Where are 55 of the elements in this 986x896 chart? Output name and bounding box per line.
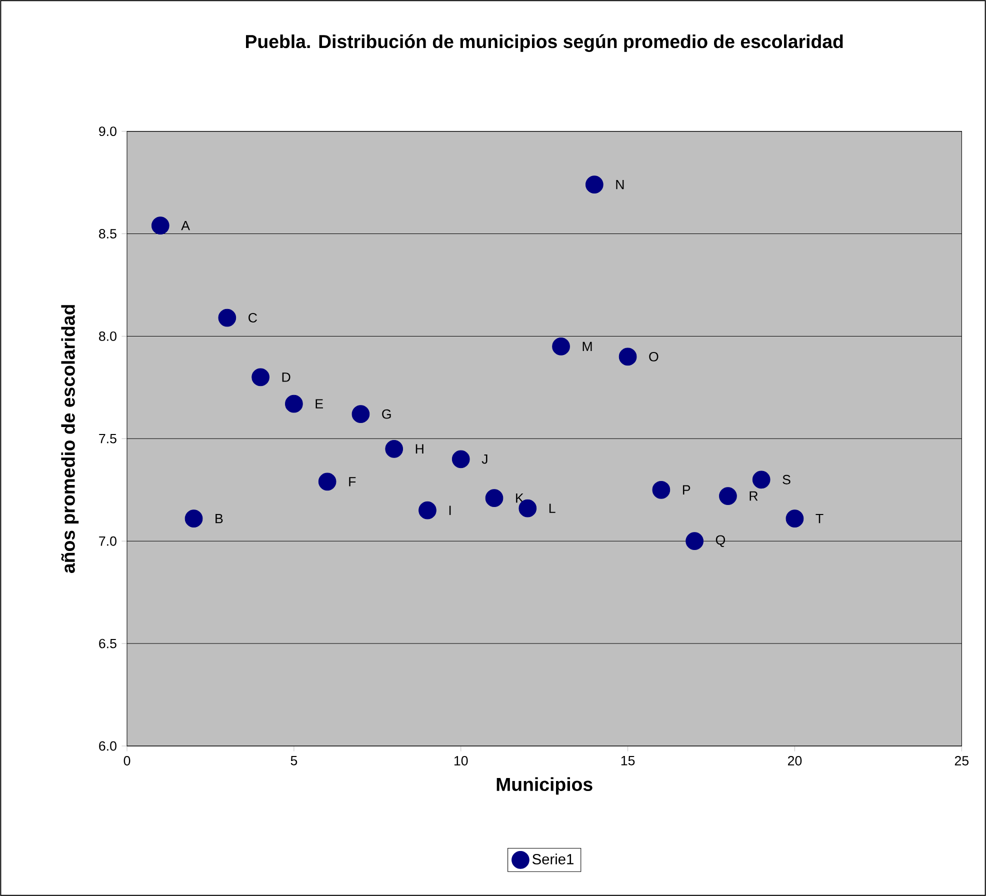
point [752,470,770,489]
point [151,216,170,235]
annotation: D [282,372,290,382]
point [652,480,670,499]
y-tick-label: 8.5 [99,229,116,238]
point [686,532,704,550]
annotation: F [349,477,356,486]
point [252,368,270,386]
annotation: I [449,506,451,515]
y-tick-label: 7.0 [99,536,116,546]
annotation: K [516,493,524,503]
point [218,308,236,327]
point [452,450,470,468]
annotation: A [181,220,190,230]
annotation: M [582,342,592,352]
x-tick-label: 0 [124,756,130,766]
y-tick-label: 8.0 [99,331,116,341]
point [485,489,504,508]
annotation: P [682,485,690,494]
annotation: G [382,409,391,419]
annotation: N [616,180,624,190]
annotation: O [649,352,658,362]
point [552,338,570,356]
y-tick-label: 9.0 [99,126,116,136]
point [418,501,436,520]
x-tick-label: 20 [788,756,802,766]
annotation: B [216,514,223,524]
point [719,487,737,505]
point [585,176,604,194]
annotation: R [750,491,758,501]
x-tick-label: 10 [454,756,468,766]
annotation: E [316,399,323,408]
y-tick-label: 6.5 [99,638,116,648]
legend-label: Serie1 [532,854,574,864]
annotation: T [816,514,824,524]
annotation: J [482,454,488,464]
y-tick-label: 6.0 [99,741,116,751]
annotation: H [416,444,424,454]
x-tick-label: 25 [954,756,969,766]
y-tick-label: 7.5 [99,434,116,444]
x-tick-label: 15 [621,756,635,766]
point [318,472,336,491]
annotation: C [248,313,257,322]
x-tick-label: 5 [290,756,298,766]
x-axis-title: Municipios [496,777,592,795]
point [285,394,303,413]
point [786,510,804,528]
point [618,348,637,366]
annotation: L [549,504,556,513]
y-axis-title: años promedio de escolaridad [61,305,79,573]
annotation: S [782,474,790,484]
chart-title: Puebla. Distribución de municipios según promedio de escolaridad [246,34,843,52]
point [184,510,203,528]
point [352,405,370,424]
point [385,440,404,458]
